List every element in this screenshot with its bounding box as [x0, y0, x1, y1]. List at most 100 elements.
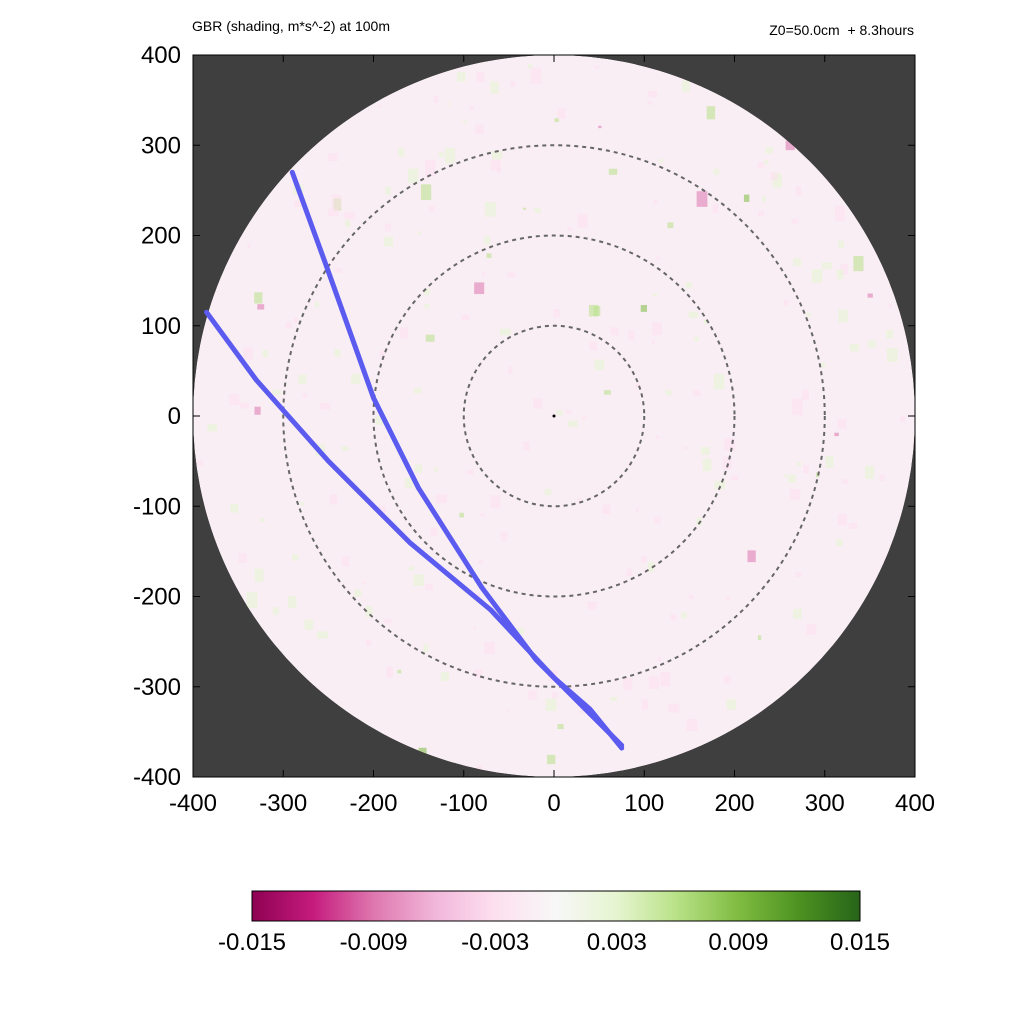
shading-cell — [652, 293, 658, 297]
shading-cell — [254, 568, 264, 582]
shading-cell — [821, 262, 832, 269]
shading-cell — [667, 222, 674, 229]
shading-cell — [334, 349, 341, 357]
shading-cell — [477, 765, 483, 773]
shading-cell — [604, 390, 611, 395]
shading-cell — [254, 292, 263, 304]
shading-cell — [207, 424, 218, 432]
shading-cell — [647, 561, 655, 572]
shading-cell — [485, 201, 496, 217]
shading-cell — [243, 347, 253, 360]
shading-cell — [436, 494, 448, 504]
shading-cell — [888, 304, 893, 308]
shading-cell — [500, 531, 508, 542]
shading-cell — [420, 184, 432, 200]
shading-cell — [594, 359, 605, 370]
colorbar-tick-label: 0.009 — [708, 929, 768, 956]
shading-cell — [472, 626, 476, 629]
shading-cell — [461, 314, 470, 321]
shading-cell — [838, 309, 848, 323]
shading-cell — [424, 304, 430, 309]
shading-cell — [682, 80, 690, 92]
shading-cell — [246, 592, 258, 608]
shading-cell — [424, 584, 434, 590]
shading-cell — [793, 258, 802, 266]
shading-cell — [423, 644, 429, 652]
shading-cell — [712, 203, 719, 213]
shading-cell — [240, 402, 250, 409]
shading-cell — [407, 168, 419, 184]
shading-cell — [484, 641, 495, 654]
shading-cell — [397, 669, 402, 674]
shading-cell — [648, 675, 659, 689]
shading-cell — [300, 502, 304, 506]
y-tick-label: 100 — [141, 313, 181, 340]
y-tick-label: -100 — [133, 493, 181, 520]
shading-cell — [440, 671, 449, 682]
y-tick-label: 0 — [168, 403, 181, 430]
shading-cell — [341, 446, 349, 451]
colorbar-tick-label: 0.003 — [587, 929, 647, 956]
shading-cell — [702, 458, 712, 472]
shading-cell — [490, 81, 499, 94]
center-marker — [552, 414, 556, 418]
shading-cell — [577, 497, 581, 503]
shading-cell — [900, 416, 906, 423]
shading-cell — [552, 692, 558, 699]
shading-cell — [700, 447, 710, 455]
shading-cell — [722, 456, 732, 470]
shading-cell — [530, 67, 542, 84]
shading-cell — [793, 608, 802, 619]
shading-cell — [811, 269, 823, 283]
shading-cell — [415, 464, 423, 473]
shading-cell — [886, 329, 894, 339]
shading-cell — [849, 344, 860, 352]
shading-cell — [474, 282, 485, 295]
shading-cell — [257, 304, 265, 310]
range-ring — [462, 324, 646, 508]
shading-cell — [653, 199, 658, 205]
range-ring — [372, 234, 736, 598]
shading-cell — [327, 153, 339, 162]
shading-cell — [238, 553, 248, 563]
shading-cell — [703, 319, 708, 325]
shading-cell — [433, 95, 439, 104]
shading-cell — [797, 462, 802, 466]
shading-cell — [384, 223, 392, 232]
shading-cell — [758, 210, 765, 217]
shading-cell — [351, 373, 361, 385]
shading-cell — [806, 624, 817, 635]
shading-cell — [544, 488, 552, 496]
shading-cell — [428, 206, 435, 212]
shading-cell — [806, 312, 812, 317]
shading-cell — [446, 102, 451, 106]
y-tick-label: -200 — [133, 584, 181, 611]
shading-cell — [795, 186, 802, 196]
shading-cell — [365, 639, 371, 647]
shading-cell — [557, 108, 566, 119]
shading-cell — [686, 718, 698, 732]
shading-cell — [582, 416, 587, 420]
shading-cell — [693, 390, 702, 397]
y-tick-label: 400 — [141, 42, 181, 69]
shading-cell — [285, 321, 292, 329]
shading-cell — [288, 596, 297, 608]
shading-cell — [837, 418, 847, 429]
shading-cell — [602, 504, 611, 515]
shading-cell — [608, 168, 618, 175]
shading-cell — [481, 271, 485, 276]
shading-cell — [835, 205, 845, 222]
shading-cell — [229, 394, 240, 405]
shading-cell — [801, 389, 810, 401]
shading-cell — [329, 494, 338, 505]
shading-cell — [553, 308, 560, 318]
shading-cell — [405, 477, 413, 489]
shading-cell — [507, 366, 513, 375]
x-tick-label: 300 — [805, 790, 845, 817]
shading-cell — [557, 723, 564, 730]
shading-cell — [651, 322, 662, 336]
shading-cell — [328, 208, 339, 217]
shading-cell — [254, 406, 261, 415]
shading-cell — [713, 373, 725, 390]
shading-cell — [688, 595, 694, 600]
